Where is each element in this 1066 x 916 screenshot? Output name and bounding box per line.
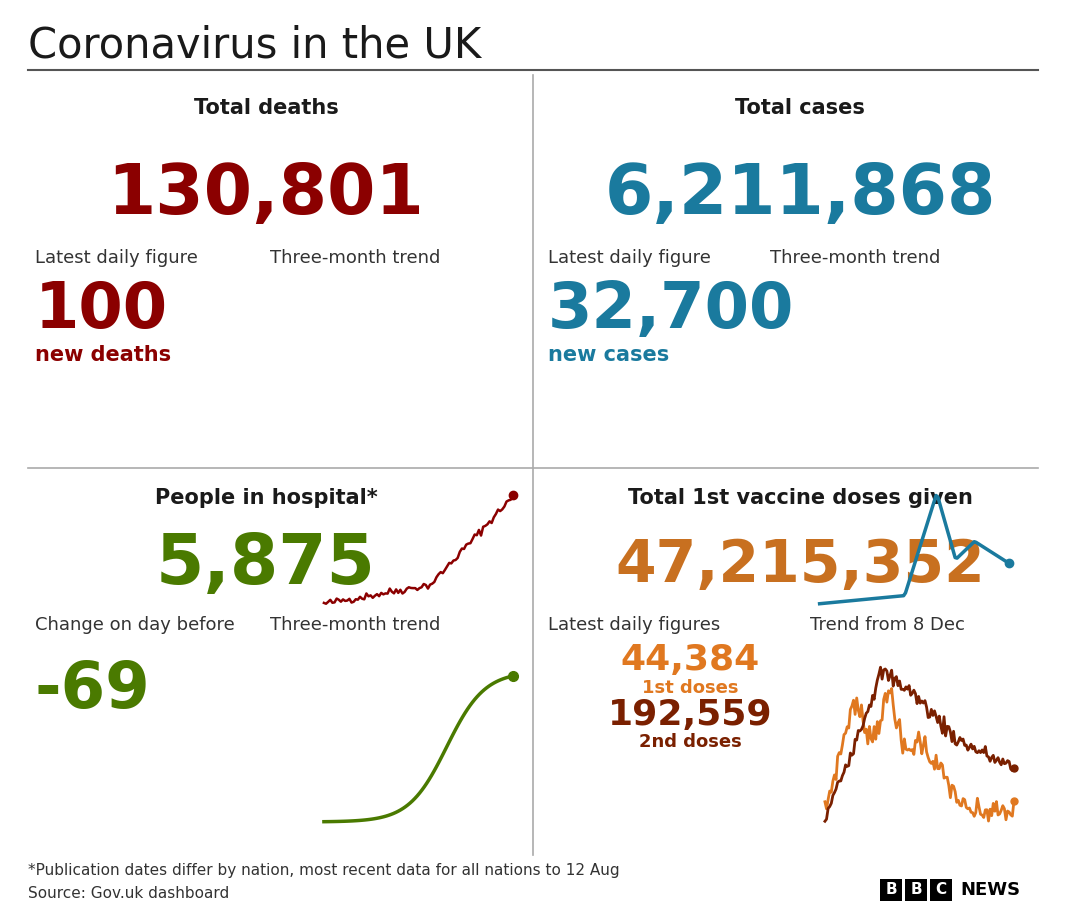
Text: 2nd doses: 2nd doses [639, 733, 741, 751]
Text: Three-month trend: Three-month trend [270, 249, 440, 267]
Text: Latest daily figure: Latest daily figure [35, 249, 198, 267]
Text: People in hospital*: People in hospital* [155, 488, 377, 508]
Text: Total cases: Total cases [736, 98, 865, 118]
FancyBboxPatch shape [881, 879, 902, 901]
Text: Three-month trend: Three-month trend [270, 616, 440, 634]
Text: 192,559: 192,559 [608, 698, 772, 732]
Text: 6,211,868: 6,211,868 [604, 161, 996, 228]
Text: Three-month trend: Three-month trend [770, 249, 940, 267]
Text: Trend from 8 Dec: Trend from 8 Dec [810, 616, 965, 634]
Text: Source: Gov.uk dashboard: Source: Gov.uk dashboard [28, 886, 229, 900]
Text: 47,215,352: 47,215,352 [615, 537, 985, 594]
Text: B: B [910, 882, 922, 898]
Text: C: C [936, 882, 947, 898]
Text: *Publication dates differ by nation, most recent data for all nations to 12 Aug: *Publication dates differ by nation, mos… [28, 863, 619, 878]
Text: new cases: new cases [548, 345, 669, 365]
Text: Total 1st vaccine doses given: Total 1st vaccine doses given [628, 488, 972, 508]
Text: NEWS: NEWS [960, 881, 1020, 899]
Text: 5,875: 5,875 [156, 531, 376, 598]
Text: 32,700: 32,700 [548, 279, 794, 341]
Text: new deaths: new deaths [35, 345, 172, 365]
Text: 100: 100 [35, 279, 168, 341]
Text: 130,801: 130,801 [108, 161, 424, 228]
Text: 44,384: 44,384 [620, 643, 760, 677]
FancyBboxPatch shape [905, 879, 927, 901]
Text: B: B [885, 882, 897, 898]
FancyBboxPatch shape [930, 879, 952, 901]
Text: Change on day before: Change on day before [35, 616, 235, 634]
Text: -69: -69 [35, 659, 150, 721]
Text: Latest daily figures: Latest daily figures [548, 616, 721, 634]
Text: Latest daily figure: Latest daily figure [548, 249, 711, 267]
Text: Coronavirus in the UK: Coronavirus in the UK [28, 24, 481, 66]
Text: 1st doses: 1st doses [642, 679, 739, 697]
Text: Total deaths: Total deaths [194, 98, 338, 118]
